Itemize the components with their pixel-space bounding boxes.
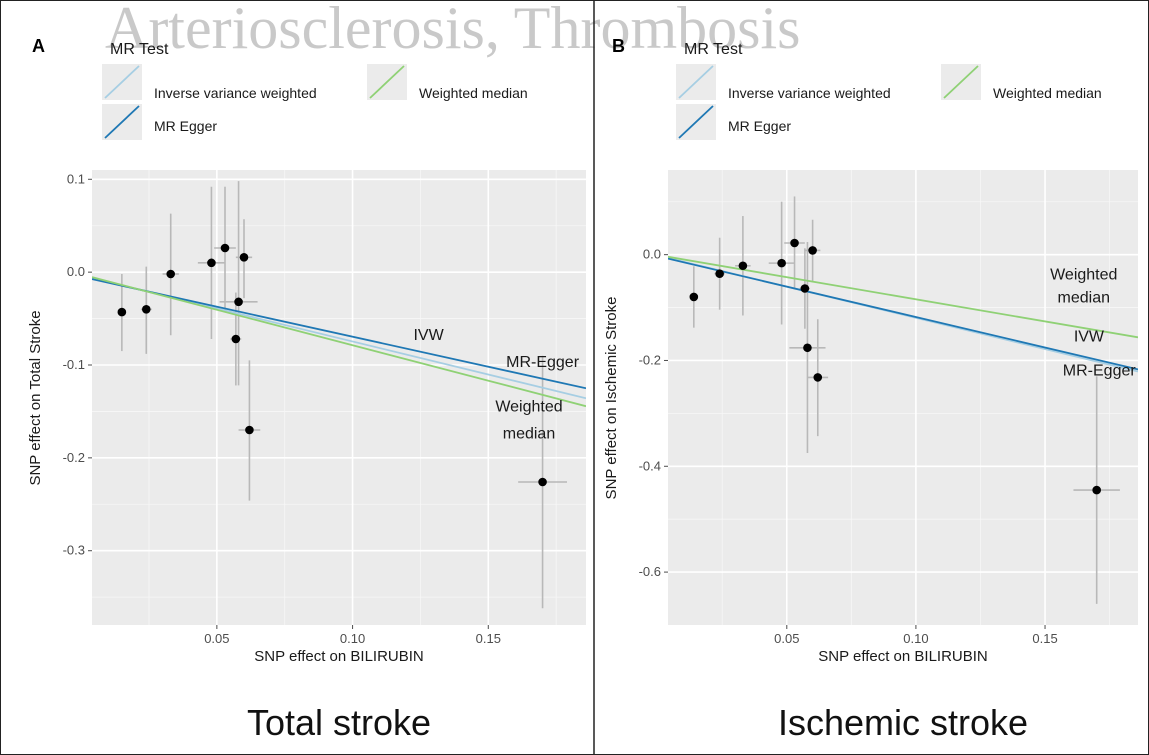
data-point [808, 246, 817, 255]
y-tick-label: 0.0 [643, 247, 661, 262]
legend-label: Inverse variance weighted [154, 85, 317, 101]
regression-line-weighted-median [92, 276, 586, 408]
regression-line-weighted-median [668, 255, 1138, 339]
legend-key-line [104, 105, 140, 139]
plot-background [92, 170, 586, 625]
legend-label: MR Egger [728, 118, 791, 134]
journal-watermark: Arteriosclerosis, Thrombosis [105, 0, 800, 61]
line-annotation: IVW [413, 327, 444, 344]
x-tick-label: 0.15 [1032, 631, 1057, 646]
data-point [777, 258, 786, 268]
line-annotation: MR-Egger [1063, 362, 1137, 379]
panel-caption: Total stroke [247, 702, 431, 743]
line-annotation: Weighted [1050, 267, 1117, 284]
panel-b: B MR Test Inverse variance weighted Weighte… [603, 36, 1138, 743]
x-axis-title: SNP effect on BILIRUBIN [818, 648, 988, 665]
data-point [1092, 485, 1101, 495]
line-annotation: median [1058, 289, 1110, 306]
legend-title: MR Test [110, 41, 169, 58]
data-point [715, 269, 724, 278]
data-point [234, 297, 243, 307]
data-point [239, 252, 249, 262]
y-axis-title: SNP effect on Ischemic Stroke [603, 297, 620, 500]
line-annotation: IVW [1074, 328, 1105, 345]
data-point [231, 334, 241, 344]
line-annotation: MR-Egger [506, 354, 580, 371]
x-tick-label: 0.10 [340, 631, 365, 646]
panel-a: A MR Test Inverse variance weighted Weighte… [27, 36, 586, 743]
legend-key-line [104, 65, 140, 99]
plot-background [668, 170, 1138, 625]
data-point [245, 425, 254, 435]
line-annotation: median [503, 425, 555, 442]
legend-label: Inverse variance weighted [728, 85, 891, 101]
legend-label: Weighted median [419, 85, 528, 101]
regression-line-mr-egger [668, 257, 1138, 371]
data-point [166, 269, 176, 279]
data-point [220, 243, 230, 253]
y-tick-label: -0.2 [639, 352, 661, 367]
data-point [800, 284, 810, 293]
data-point [813, 373, 823, 382]
x-tick-label: 0.10 [903, 631, 928, 646]
data-point [790, 238, 799, 248]
data-point [538, 477, 547, 487]
legend-key-line [678, 65, 714, 99]
data-point [141, 304, 151, 314]
legend-key-line [369, 65, 405, 99]
legend-key-line [943, 65, 979, 99]
y-tick-label: -0.1 [63, 357, 85, 372]
legend-label: Weighted median [993, 85, 1102, 101]
x-axis-title: SNP effect on BILIRUBIN [254, 648, 424, 665]
x-tick-label: 0.15 [476, 631, 501, 646]
legend-key-line [678, 105, 714, 139]
legend-label: MR Egger [154, 118, 217, 134]
x-tick-label: 0.05 [774, 631, 799, 646]
data-point [689, 292, 699, 302]
y-axis-title: SNP effect on Total Stroke [27, 310, 44, 485]
y-tick-label: 0.1 [67, 171, 85, 186]
legend: MR Test Inverse variance weighted Weighted… [102, 41, 528, 140]
legend: MR Test Inverse variance weighted Weighted… [676, 41, 1102, 140]
y-tick-label: -0.2 [63, 450, 85, 465]
y-tick-label: -0.6 [639, 564, 661, 579]
data-point [117, 307, 127, 317]
y-tick-label: -0.3 [63, 543, 85, 558]
data-point [207, 258, 216, 268]
panel-letter: A [32, 36, 45, 56]
y-tick-label: 0.0 [67, 264, 85, 279]
panel-caption: Ischemic stroke [778, 702, 1028, 743]
regression-line-mr-egger [92, 278, 586, 390]
y-tick-label: -0.4 [639, 458, 661, 473]
data-point [738, 261, 748, 271]
panel-letter: B [612, 36, 625, 56]
line-annotation: Weighted [495, 398, 562, 415]
data-point [803, 343, 812, 353]
legend-title: MR Test [684, 41, 743, 58]
x-tick-label: 0.05 [204, 631, 229, 646]
